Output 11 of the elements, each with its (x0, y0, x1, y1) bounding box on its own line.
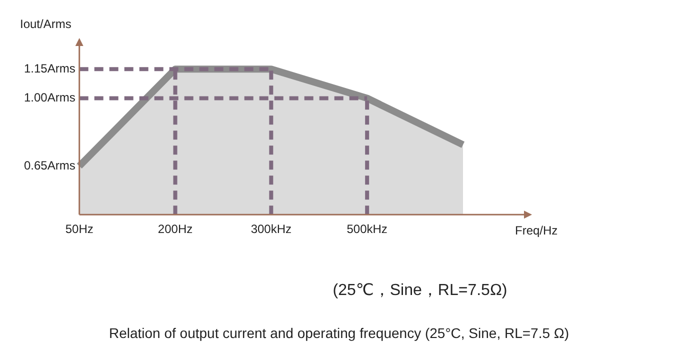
y-tick-label: 1.00Arms (24, 90, 76, 105)
y-axis-title: Iout/Arms (20, 17, 72, 31)
text: Relation of output current and operating frequency (25°C, Sine, RL=7.5 Ω) (108, 325, 570, 341)
x-tick-label: 200Hz (158, 222, 193, 236)
x-tick-label: 300kHz (250, 222, 292, 236)
x-tick-label: 500kHz (346, 222, 388, 236)
y-tick-label: 0.65Arms (24, 158, 76, 172)
text: (25℃，Sine，RL=7.5Ω) (332, 282, 508, 299)
x-axis-title: Freq/Hz (515, 224, 558, 238)
y-tick-label: 1.15Arms (24, 61, 76, 76)
x-tick-label: 50Hz (65, 222, 94, 236)
